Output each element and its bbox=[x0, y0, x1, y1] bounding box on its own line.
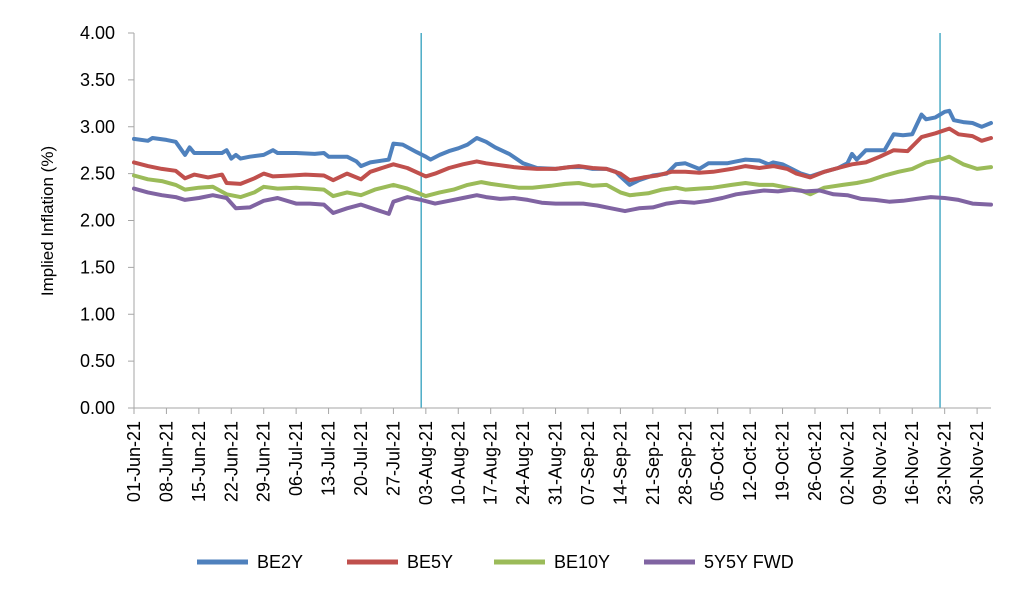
x-tick-label: 20-Jul-21 bbox=[351, 421, 371, 496]
y-tick-label: 2.00 bbox=[80, 211, 115, 231]
legend: BE2Y BE5Y BE10Y 5Y5Y FWD bbox=[197, 552, 794, 572]
x-tick-label: 01-Jun-21 bbox=[124, 421, 144, 502]
x-tick-label: 21-Sep-21 bbox=[643, 421, 663, 505]
x-tick-label: 27-Jul-21 bbox=[383, 421, 403, 496]
y-tick-label: 4.00 bbox=[80, 23, 115, 43]
series-line-be5y bbox=[132, 126, 993, 186]
x-tick-label: 07-Sep-21 bbox=[578, 421, 598, 505]
x-tick-label: 24-Aug-21 bbox=[513, 421, 533, 505]
x-tick-label: 12-Oct-21 bbox=[740, 421, 760, 501]
x-tick-label: 09-Nov-21 bbox=[870, 421, 890, 505]
x-tick-label: 29-Jun-21 bbox=[254, 421, 274, 502]
x-tick-label: 14-Sep-21 bbox=[610, 421, 630, 505]
y-tick-label: 2.50 bbox=[80, 164, 115, 184]
x-tick-label: 16-Nov-21 bbox=[902, 421, 922, 505]
x-tick-label: 30-Nov-21 bbox=[967, 421, 987, 505]
y-tick-label: 3.50 bbox=[80, 70, 115, 90]
legend-label-be5y: BE5Y bbox=[407, 552, 453, 572]
x-tick-label: 08-Jun-21 bbox=[156, 421, 176, 502]
legend-label-be10y: BE10Y bbox=[554, 552, 610, 572]
legend-label-5y5y-fwd: 5Y5Y FWD bbox=[704, 552, 794, 572]
y-axis-ticks: 0.00 0.50 1.00 1.50 2.00 2.50 3.00 3.50 4.00 bbox=[80, 23, 134, 418]
x-tick-label: 31-Aug-21 bbox=[546, 421, 566, 505]
x-tick-label: 22-Jun-21 bbox=[221, 421, 241, 502]
x-tick-label: 02-Nov-21 bbox=[837, 421, 857, 505]
y-tick-label: 0.00 bbox=[80, 398, 115, 418]
x-tick-label: 23-Nov-21 bbox=[935, 421, 955, 505]
y-tick-label: 0.50 bbox=[80, 351, 115, 371]
legend-label-be2y: BE2Y bbox=[257, 552, 303, 572]
y-tick-label: 1.00 bbox=[80, 304, 115, 324]
series-line-5y5y-fwd bbox=[132, 186, 993, 216]
y-tick-label: 3.00 bbox=[80, 117, 115, 137]
y-tick-label: 1.50 bbox=[80, 257, 115, 277]
x-axis-ticks: 01-Jun-21 08-Jun-21 15-Jun-21 22-Jun-21 29-J… bbox=[124, 408, 987, 505]
x-tick-label: 17-Aug-21 bbox=[481, 421, 501, 505]
series-line-be10y bbox=[132, 154, 993, 200]
x-tick-label: 19-Oct-21 bbox=[773, 421, 793, 501]
x-tick-label: 03-Aug-21 bbox=[416, 421, 436, 505]
x-tick-label: 28-Sep-21 bbox=[675, 421, 695, 505]
x-tick-label: 15-Jun-21 bbox=[189, 421, 209, 502]
x-tick-label: 26-Oct-21 bbox=[805, 421, 825, 501]
x-tick-label: 05-Oct-21 bbox=[708, 421, 728, 501]
x-tick-label: 13-Jul-21 bbox=[319, 421, 339, 496]
series-lines bbox=[132, 108, 993, 216]
x-tick-label: 06-Jul-21 bbox=[286, 421, 306, 496]
axes bbox=[133, 33, 991, 409]
x-tick-label: 10-Aug-21 bbox=[448, 421, 468, 505]
vertical-markers bbox=[420, 33, 941, 408]
y-axis-title: Implied Inflation (%) bbox=[38, 146, 57, 296]
